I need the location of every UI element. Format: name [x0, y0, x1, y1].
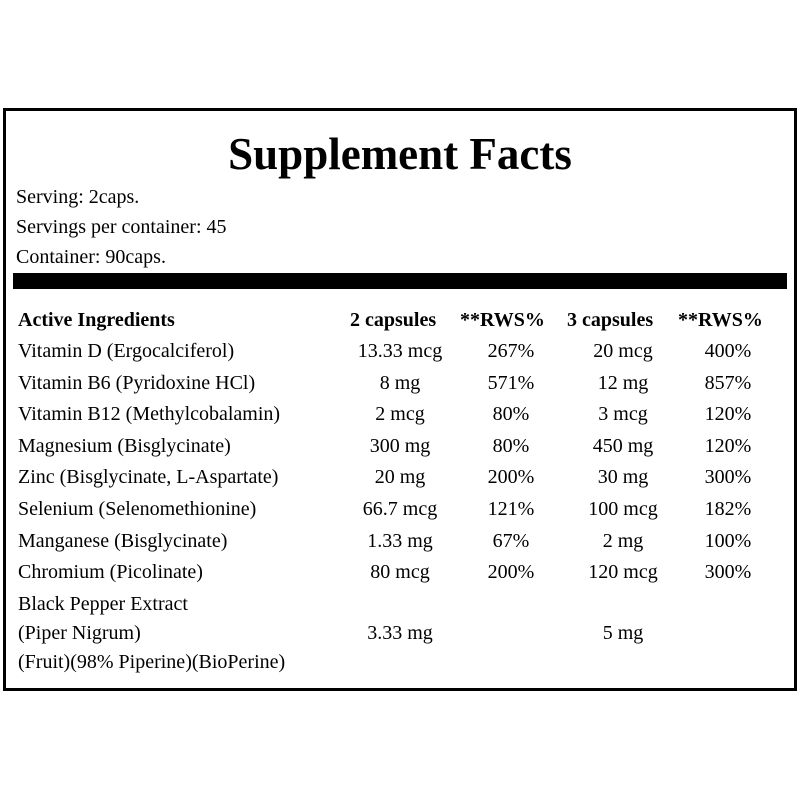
cell-dose3: 450 mg	[592, 434, 654, 457]
ingredient-name: Selenium (Selenomethionine)	[18, 498, 257, 520]
cell-dose2: 3.33 mg	[367, 621, 433, 644]
ingredient-name: Black Pepper Extract	[18, 592, 188, 615]
cell-dose3: 3 mcg	[598, 403, 648, 426]
cell-dose2: 2 mcg	[375, 403, 425, 426]
cell-rws3: 100%	[704, 529, 752, 552]
cell-rws3: 300%	[704, 561, 752, 584]
table-header: 2 capsules	[350, 309, 437, 331]
cell-rws2: 121%	[487, 498, 535, 520]
cell-dose2: 20 mg	[374, 466, 426, 489]
ingredient-name: Chromium (Picolinate)	[18, 561, 203, 584]
table-header: **RWS%	[678, 309, 763, 331]
cell-dose3: 20 mcg	[593, 340, 653, 362]
ingredient-name: Manganese (Bisglycinate)	[18, 529, 228, 552]
cell-dose3: 120 mcg	[588, 561, 658, 584]
cell-dose3: 100 mcg	[588, 498, 658, 520]
divider-bar	[13, 273, 787, 289]
ingredient-name: Vitamin D (Ergocalciferol)	[18, 340, 235, 362]
ingredient-name: Magnesium (Bisglycinate)	[18, 434, 231, 457]
cell-dose2: 66.7 mcg	[362, 498, 438, 520]
cell-dose3: 12 mg	[597, 371, 649, 394]
cell-dose2: 13.33 mcg	[357, 340, 443, 362]
ingredient-name: (Piper Nigrum)	[18, 621, 141, 644]
ingredient-name: Vitamin B6 (Pyridoxine HCl)	[18, 371, 256, 394]
cell-dose2: 1.33 mg	[367, 529, 433, 552]
cell-rws3: 120%	[704, 434, 752, 457]
cell-rws2: 267%	[487, 340, 535, 362]
serving-line: Container: 90caps.	[16, 246, 166, 268]
cell-rws2: 200%	[487, 466, 535, 489]
cell-dose2: 8 mg	[379, 371, 421, 394]
cell-rws2: 67%	[492, 529, 530, 552]
serving-line: Serving: 2caps.	[16, 186, 140, 208]
table-header: 3 capsules	[567, 309, 654, 331]
cell-rws3: 182%	[704, 498, 752, 520]
cell-dose2: 300 mg	[369, 434, 431, 457]
ingredient-name: Vitamin B12 (Methylcobalamin)	[18, 403, 281, 426]
cell-rws3: 300%	[704, 466, 752, 489]
cell-rws3: 400%	[704, 340, 752, 362]
cell-dose3: 5 mg	[602, 621, 644, 644]
cell-rws2: 80%	[492, 403, 530, 426]
cell-rws2: 571%	[487, 371, 535, 394]
cell-dose2: 80 mcg	[370, 561, 430, 584]
table-header: **RWS%	[460, 309, 545, 331]
cell-dose3: 2 mg	[602, 529, 644, 552]
cell-dose3: 30 mg	[597, 466, 649, 489]
serving-line: Servings per container: 45	[16, 216, 227, 238]
cell-rws2: 200%	[487, 561, 535, 584]
ingredient-name: Zinc (Bisglycinate, L-Aspartate)	[18, 466, 279, 489]
title: Supplement Facts	[228, 129, 572, 179]
table-header: Active Ingredients	[18, 309, 175, 331]
cell-rws2: 80%	[492, 434, 530, 457]
ingredient-name: (Fruit)(98% Piperine)(BioPerine)	[18, 650, 286, 673]
cell-rws3: 857%	[704, 371, 752, 394]
label-border	[3, 108, 797, 691]
cell-rws3: 120%	[704, 403, 752, 426]
